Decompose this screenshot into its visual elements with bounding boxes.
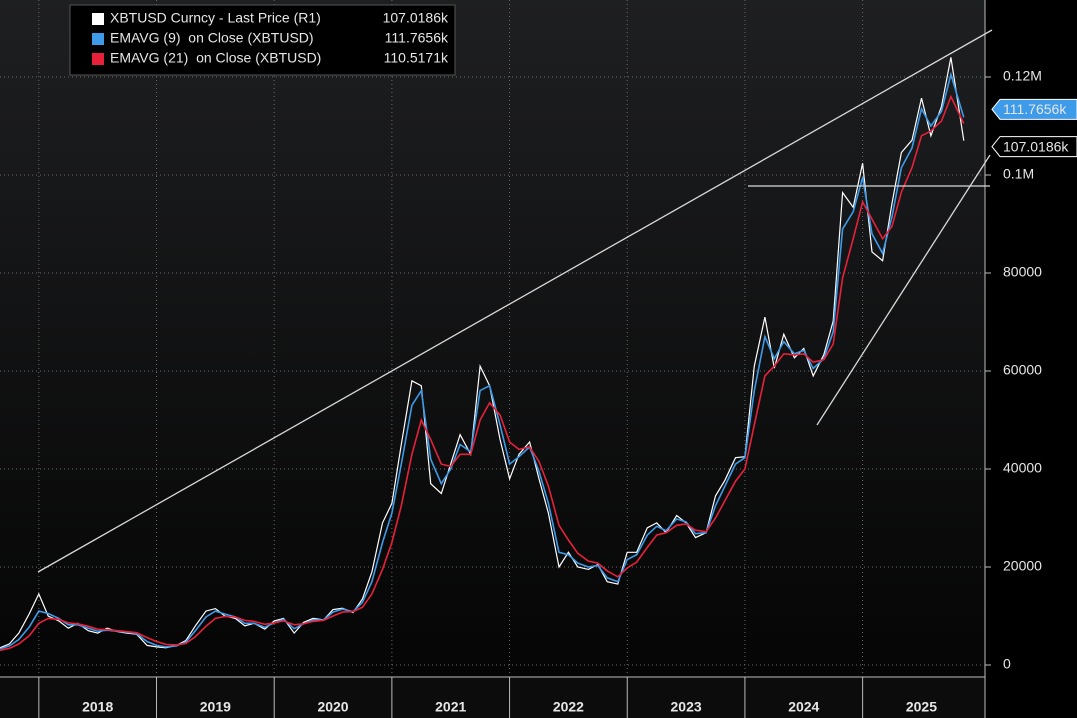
price-tag (991, 98, 1077, 120)
trend-line (37, 29, 993, 573)
series-line (0, 94, 965, 652)
x-tick-label: 2018 (82, 699, 113, 715)
legend: XBTUSD Curncy - Last Price (R1) 107.0186k… (69, 4, 456, 76)
y-tick-label: 60000 (1003, 362, 1042, 378)
x-tick-label: 2019 (200, 699, 231, 715)
legend-label: EMAVG (21) on Close (XBTUSD) (110, 50, 321, 66)
series-line (0, 71, 965, 650)
x-axis-area (0, 677, 985, 718)
x-tick-label: 2023 (671, 699, 702, 715)
legend-value: 110.5171k (384, 50, 449, 66)
y-tick-label: 0 (1003, 656, 1011, 672)
legend-value: 111.7656k (385, 30, 449, 46)
legend-swatch (92, 13, 104, 25)
trend-line (816, 154, 991, 426)
legend-label: XBTUSD Curncy - Last Price (R1) (110, 10, 321, 26)
price-tag-label: 107.0186k (1003, 138, 1069, 154)
legend-label: EMAVG (9) on Close (XBTUSD) (110, 30, 314, 46)
x-tick-label: 2020 (317, 699, 348, 715)
x-tick-label: 2025 (906, 699, 937, 715)
legend-box (69, 4, 456, 76)
y-tick-label: 0.12M (1003, 68, 1042, 84)
y-tick-label: 80000 (1003, 264, 1042, 280)
plot-area (0, 0, 985, 677)
legend-swatch (92, 53, 104, 65)
y-tick-label: 0.1M (1003, 166, 1034, 182)
legend-value: 107.0186k (383, 10, 449, 26)
price-tag (991, 136, 1077, 158)
x-tick-label: 2022 (553, 699, 584, 715)
y-tick-label: 20000 (1003, 558, 1042, 574)
x-tick-label: 2021 (435, 699, 466, 715)
y-tick-label: 40000 (1003, 460, 1042, 476)
price-tag-label: 111.7656k (1003, 101, 1067, 117)
legend-swatch (92, 33, 104, 45)
x-tick-label: 2024 (788, 699, 819, 715)
